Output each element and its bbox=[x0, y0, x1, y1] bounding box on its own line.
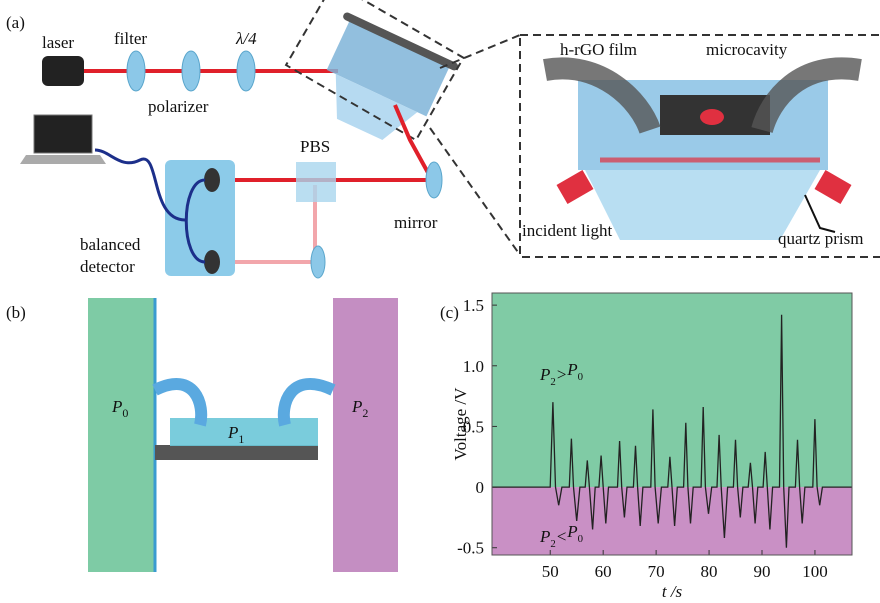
x-axis-label: t /s bbox=[662, 582, 683, 601]
label: PBS bbox=[300, 137, 330, 156]
label: quartz prism bbox=[778, 229, 863, 248]
figure: (a) (b) (c) laser filter λ/4 polarizer P… bbox=[0, 0, 880, 603]
label: detector bbox=[80, 257, 135, 276]
panel-label: (c) bbox=[440, 303, 459, 322]
y-tick-label: 1.0 bbox=[463, 357, 484, 376]
text-part: P bbox=[566, 522, 577, 541]
label: laser bbox=[42, 33, 74, 52]
text-part: 0 bbox=[578, 371, 583, 383]
photodiode bbox=[204, 168, 220, 192]
panel-label: (a) bbox=[6, 13, 25, 32]
laser-body bbox=[42, 56, 84, 86]
x-tick-label: 70 bbox=[648, 562, 665, 581]
laptop-screen bbox=[34, 115, 92, 153]
label: filter bbox=[114, 29, 147, 48]
chamber-left bbox=[88, 298, 155, 572]
y-tick-label: 0 bbox=[476, 478, 485, 497]
text-part: P bbox=[566, 360, 577, 379]
label: microcavity bbox=[706, 40, 788, 59]
label: incident light bbox=[522, 221, 612, 240]
y-axis-label: Voltage /V bbox=[451, 387, 470, 461]
text-part: P bbox=[539, 527, 550, 546]
mirror-shape bbox=[311, 246, 325, 278]
chip-base bbox=[155, 445, 318, 460]
x-tick-label: 50 bbox=[542, 562, 559, 581]
prism-assembly bbox=[303, 11, 460, 156]
text-part: > bbox=[556, 365, 567, 384]
text-part: 0 bbox=[578, 533, 583, 545]
x-tick-label: 90 bbox=[754, 562, 771, 581]
polarizer-lens bbox=[182, 51, 200, 91]
inset-drawing bbox=[430, 35, 880, 257]
text-part: 1 bbox=[238, 432, 244, 446]
panel-label: (b) bbox=[6, 303, 26, 322]
label: mirror bbox=[394, 213, 438, 232]
y-tick-label: -0.5 bbox=[457, 539, 484, 558]
mirror-shape bbox=[426, 162, 442, 198]
laptop-base bbox=[20, 155, 106, 164]
label: h-rGO film bbox=[560, 40, 637, 59]
waveplate-lens bbox=[237, 51, 255, 91]
label: λ/4 bbox=[235, 29, 257, 48]
text-part: P bbox=[111, 397, 122, 416]
text-part: P bbox=[539, 365, 550, 384]
x-tick-label: 80 bbox=[701, 562, 718, 581]
text-part: 0 bbox=[122, 406, 128, 420]
chamber-right bbox=[333, 298, 398, 572]
x-tick-label: 100 bbox=[802, 562, 828, 581]
text-part: P bbox=[227, 423, 238, 442]
label: polarizer bbox=[148, 97, 209, 116]
label: balanced bbox=[80, 235, 141, 254]
text-part: P bbox=[351, 397, 362, 416]
text-part: < bbox=[556, 527, 567, 546]
y-tick-label: 1.5 bbox=[463, 296, 484, 315]
pbs-cube bbox=[296, 162, 336, 202]
x-tick-label: 60 bbox=[595, 562, 612, 581]
photodiode bbox=[204, 250, 220, 274]
text-part: 2 bbox=[362, 406, 368, 420]
filter-lens bbox=[127, 51, 145, 91]
